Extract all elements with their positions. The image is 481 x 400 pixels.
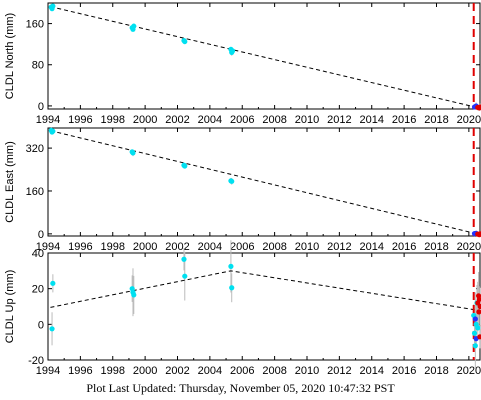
x-tick-label: 2000 — [133, 241, 157, 253]
data-point — [477, 231, 481, 237]
x-tick-label: 2002 — [165, 365, 189, 377]
plot-frame — [47, 2, 481, 110]
data-point — [131, 292, 137, 298]
data-point — [477, 104, 481, 110]
x-tick-label: 2020 — [457, 114, 481, 126]
x-tick-label: 2012 — [327, 241, 351, 253]
data-point — [181, 256, 187, 262]
x-tick-label: 2004 — [198, 241, 222, 253]
x-tick-label: 2000 — [133, 365, 157, 377]
x-tick-label: 1994 — [36, 241, 60, 253]
data-point — [477, 334, 481, 340]
x-tick-label: 2010 — [295, 365, 319, 377]
x-tick-label: 1998 — [101, 365, 125, 377]
data-point — [182, 273, 188, 279]
data-point — [475, 325, 481, 331]
y-axis-label: CLDL East (mm) — [4, 141, 16, 223]
x-tick-label: 2016 — [392, 365, 416, 377]
x-tick-label: 1998 — [101, 241, 125, 253]
x-tick-label: 2004 — [198, 114, 222, 126]
data-point — [472, 343, 478, 349]
y-axis-label: CLDL Up (mm) — [4, 270, 16, 344]
y-tick-label: 0 — [38, 319, 44, 331]
x-tick-label: 1996 — [68, 114, 92, 126]
plot-frame — [47, 252, 481, 361]
trend-line — [50, 130, 478, 235]
data-point — [471, 330, 478, 336]
x-tick-label: 2012 — [327, 114, 351, 126]
x-tick-label: 2010 — [295, 114, 319, 126]
data-point — [229, 48, 236, 54]
x-tick-label: 2014 — [359, 241, 383, 253]
data-point — [50, 280, 56, 286]
x-tick-label: 2018 — [424, 365, 448, 377]
y-tick-label: 160 — [26, 186, 44, 198]
trend-line — [50, 6, 478, 108]
x-tick-label: 2006 — [230, 365, 254, 377]
x-tick-label: 2004 — [198, 365, 222, 377]
data-point — [50, 128, 56, 134]
data-point — [228, 263, 234, 269]
x-tick-label: 2014 — [359, 114, 383, 126]
data-point — [50, 3, 56, 9]
x-tick-label: 1998 — [101, 114, 125, 126]
y-tick-label: 0 — [38, 229, 44, 241]
x-tick-label: 2020 — [457, 365, 481, 377]
y-tick-label: 20 — [32, 284, 44, 296]
x-tick-label: 1994 — [36, 114, 60, 126]
x-tick-label: 2002 — [165, 241, 189, 253]
x-tick-label: 2010 — [295, 241, 319, 253]
y-tick-label: 40 — [32, 248, 44, 260]
x-tick-label: 2008 — [262, 114, 286, 126]
x-tick-label: 2016 — [392, 241, 416, 253]
panel-2: 1994 1996 1998 2000 2002 2004 2006 2008 2010 2012… — [4, 127, 481, 253]
panel-1: 1994 1996 1998 2000 2002 2004 2006 2008 2010 2012… — [4, 2, 481, 126]
x-tick-label: 2014 — [359, 365, 383, 377]
x-tick-label: 2018 — [424, 114, 448, 126]
data-point — [49, 326, 55, 332]
x-tick-label: 2006 — [230, 241, 254, 253]
data-point — [476, 309, 481, 315]
y-tick-label: 160 — [26, 19, 44, 31]
data-point — [229, 285, 235, 291]
x-tick-label: 1996 — [68, 241, 92, 253]
x-tick-label: 2018 — [424, 241, 448, 253]
x-tick-label: 2016 — [392, 114, 416, 126]
trend-line — [50, 270, 478, 311]
x-tick-label: 2002 — [165, 114, 189, 126]
x-tick-label: 2008 — [262, 241, 286, 253]
panel-3: 1994 1996 1998 2000 2002 2004 2006 2008 2010 2012… — [4, 240, 481, 377]
y-tick-label: 0 — [38, 101, 44, 113]
data-point — [130, 150, 136, 156]
plot-frame — [47, 127, 481, 237]
x-tick-label: 1996 — [68, 365, 92, 377]
data-point — [472, 316, 478, 322]
y-tick-label: 320 — [26, 143, 44, 155]
data-point — [229, 178, 235, 184]
x-tick-label: 2008 — [262, 365, 286, 377]
x-tick-label: 2006 — [230, 114, 254, 126]
x-tick-label: 2020 — [457, 241, 481, 253]
data-point — [182, 38, 188, 45]
data-point — [131, 23, 137, 29]
x-tick-label: 2012 — [327, 365, 351, 377]
data-point — [475, 300, 481, 306]
plot-updated-footer: Plot Last Updated: Thursday, November 05… — [86, 381, 395, 395]
x-tick-label: 1994 — [36, 365, 60, 377]
y-axis-label: CLDL North (mm) — [4, 13, 16, 99]
y-tick-label: 80 — [32, 60, 44, 72]
x-tick-label: 2000 — [133, 114, 157, 126]
y-tick-label: -20 — [28, 355, 44, 367]
data-point — [182, 163, 188, 169]
